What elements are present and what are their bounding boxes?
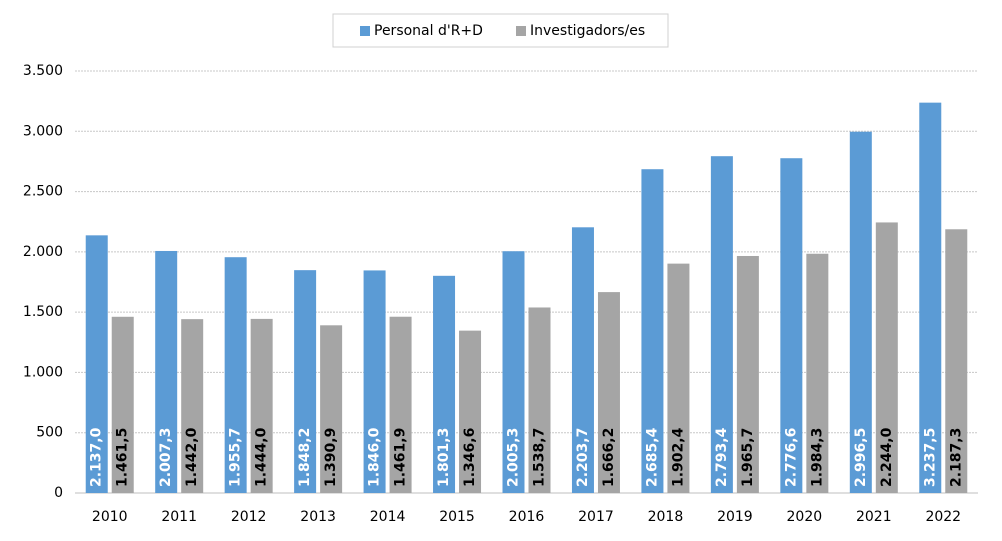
y-tick-label: 3.500 xyxy=(23,63,63,79)
bar xyxy=(433,275,456,493)
bar xyxy=(224,257,247,493)
y-tick-label: 2.500 xyxy=(23,184,63,200)
value-label: 1.461,5 xyxy=(115,428,131,487)
bar xyxy=(155,250,178,493)
x-tick-label: 2011 xyxy=(161,509,197,525)
bar xyxy=(528,307,551,493)
bar xyxy=(736,255,759,493)
value-label: 2.244,0 xyxy=(879,427,895,487)
x-tick-label: 2015 xyxy=(439,509,475,525)
legend-label: Personal d'R+D xyxy=(374,23,483,39)
value-label: 2.685,4 xyxy=(644,427,660,487)
bar xyxy=(294,270,317,493)
bar xyxy=(597,292,620,493)
value-label: 1.902,4 xyxy=(670,427,686,487)
x-tick-label: 2010 xyxy=(92,509,128,525)
bar xyxy=(710,156,733,493)
x-tick-label: 2018 xyxy=(648,509,684,525)
bar xyxy=(641,169,664,494)
x-tick-label: 2022 xyxy=(925,509,961,525)
value-label: 1.984,3 xyxy=(809,428,825,487)
x-tick-label: 2017 xyxy=(578,509,614,525)
value-label: 1.666,2 xyxy=(601,428,617,487)
y-tick-label: 3.000 xyxy=(23,123,63,139)
value-label: 2.137,0 xyxy=(89,427,105,487)
value-label: 1.346,6 xyxy=(462,428,478,487)
value-label: 1.965,7 xyxy=(740,428,756,487)
value-label: 1.801,3 xyxy=(436,428,452,487)
bar xyxy=(945,229,968,493)
y-tick-label: 1.500 xyxy=(23,304,63,320)
value-label: 1.538,7 xyxy=(532,428,548,487)
value-label: 2.793,4 xyxy=(714,427,730,487)
value-label: 1.444,0 xyxy=(254,427,270,487)
x-tick-label: 2014 xyxy=(370,509,406,525)
legend-box xyxy=(332,13,669,48)
value-label: 2.005,3 xyxy=(506,428,522,487)
y-tick-label: 2.000 xyxy=(23,244,63,260)
value-label: 2.776,6 xyxy=(783,428,799,487)
x-tick-label: 2012 xyxy=(231,509,267,525)
value-label: 1.955,7 xyxy=(228,428,244,487)
value-label: 1.846,0 xyxy=(367,427,383,487)
bar xyxy=(363,270,386,493)
value-label: 1.461,9 xyxy=(393,428,409,487)
bar xyxy=(459,330,482,493)
x-tick-label: 2013 xyxy=(300,509,336,525)
value-label: 1.390,9 xyxy=(323,428,339,487)
y-tick-label: 1.000 xyxy=(23,364,63,380)
legend-swatch xyxy=(516,26,526,36)
x-tick-label: 2016 xyxy=(509,509,545,525)
value-label: 3.237,5 xyxy=(922,428,938,487)
x-tick-label: 2020 xyxy=(787,509,823,525)
y-tick-label: 500 xyxy=(36,425,63,441)
value-label: 2.996,5 xyxy=(853,428,869,487)
value-label: 2.187,3 xyxy=(948,428,964,487)
value-label: 2.203,7 xyxy=(575,428,591,487)
bar xyxy=(806,253,829,493)
bar xyxy=(667,263,690,493)
bar xyxy=(919,102,942,494)
bar xyxy=(780,158,803,493)
value-label: 2.007,3 xyxy=(158,428,174,487)
bar xyxy=(181,319,204,493)
bar xyxy=(250,318,273,493)
bar xyxy=(875,222,898,493)
bar xyxy=(571,227,594,493)
bar xyxy=(389,316,412,493)
y-tick-label: 0 xyxy=(54,485,63,501)
legend-swatch xyxy=(360,26,370,36)
bar xyxy=(111,316,134,493)
value-label: 1.442,0 xyxy=(184,427,200,487)
bar xyxy=(85,235,108,493)
x-tick-label: 2021 xyxy=(856,509,892,525)
x-tick-label: 2019 xyxy=(717,509,753,525)
bar xyxy=(502,251,525,493)
bar xyxy=(849,131,872,494)
value-label: 1.848,2 xyxy=(297,428,313,487)
legend-label: Investigadors/es xyxy=(530,23,645,39)
bar xyxy=(320,325,343,493)
